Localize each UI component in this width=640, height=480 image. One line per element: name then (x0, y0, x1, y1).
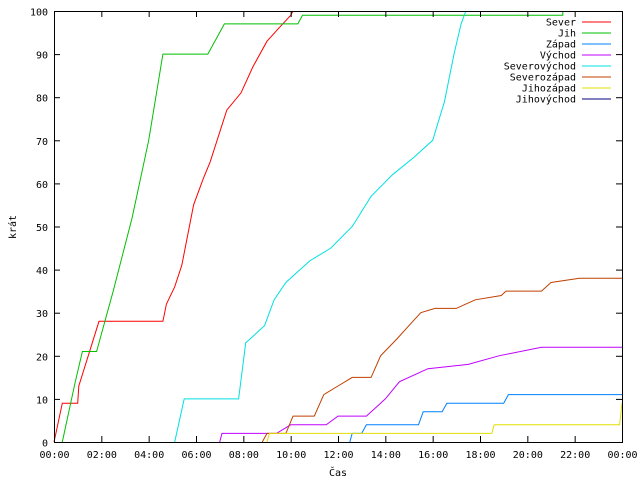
x-tick-label: 20:00 (513, 450, 543, 461)
y-tick-label: 30 (36, 309, 48, 320)
legend: SeverJihZápadVýchodSeverovýchodSeverozáp… (504, 18, 611, 106)
x-tick-label: 00:00 (39, 450, 69, 461)
y-tick-label: 10 (36, 395, 48, 406)
series-line-Jih (61, 11, 564, 443)
series-layer (53, 10, 623, 443)
axes-layer: 0 10 20 30 40 50 60 70 80 90 100 00:00 02:00 04:00 06:… (30, 8, 638, 462)
legend-label: Jih (558, 29, 576, 40)
x-tick-label: 18:00 (465, 450, 495, 461)
x-tick-label: 22:00 (560, 450, 590, 461)
legend-label: Jihovýchod (516, 94, 576, 106)
legend-label: Východ (540, 50, 576, 62)
series-line-Sever (53, 10, 294, 443)
y-tick-label: 60 (36, 180, 48, 191)
y-tick-label: 80 (36, 94, 48, 105)
y-tick-label: 0 (42, 439, 48, 450)
y-axis-label: krát (7, 215, 19, 239)
y-tick-label: 40 (36, 266, 48, 277)
series-line-Jihozápad (266, 403, 623, 443)
x-tick-label: 00:00 (607, 450, 637, 461)
series-line-Západ (349, 394, 622, 443)
x-tick-label: 14:00 (371, 450, 401, 461)
y-tick-label: 90 (36, 51, 48, 62)
x-tick-label: 04:00 (134, 450, 164, 461)
x-tick-label: 02:00 (87, 450, 117, 461)
x-tick-label: 10:00 (276, 450, 306, 461)
legend-label: Západ (546, 39, 576, 51)
x-tick-label: 08:00 (229, 450, 259, 461)
x-axis-label: Čas (329, 466, 347, 479)
y-tick-label: 50 (36, 223, 48, 234)
series-line-Severozápad (261, 277, 622, 443)
series-line-Severovýchod (174, 10, 467, 443)
legend-label: Sever (546, 18, 576, 29)
y-tick-label: 70 (36, 137, 48, 148)
legend-label: Jihozápad (522, 83, 576, 95)
legend-label: Severozápad (510, 72, 576, 84)
y-tick-label: 100 (30, 8, 48, 19)
series-line-Východ (219, 346, 622, 443)
x-tick-label: 06:00 (181, 450, 211, 461)
x-tick-label: 12:00 (323, 450, 353, 461)
y-tick-label: 20 (36, 352, 48, 363)
legend-label: Severovýchod (504, 61, 576, 73)
x-tick-label: 16:00 (418, 450, 448, 461)
